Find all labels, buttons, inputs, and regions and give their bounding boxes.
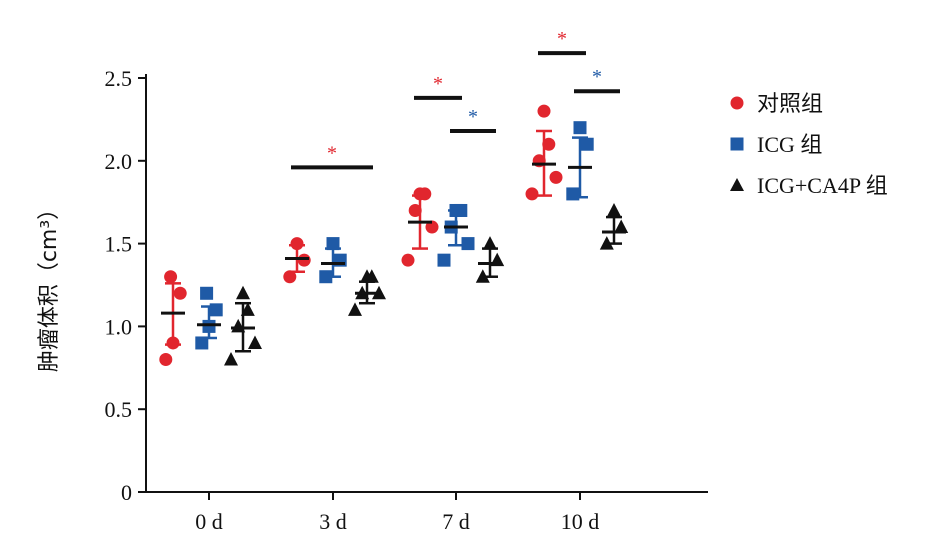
data-point <box>437 253 451 267</box>
group-triangle-3 <box>599 202 629 250</box>
data-point <box>425 220 439 234</box>
y-tick-label: 2.5 <box>105 66 133 91</box>
data-point <box>236 285 250 300</box>
data-point <box>401 253 415 267</box>
legend-label: ICG+CA4P 组 <box>757 173 888 198</box>
data-point <box>449 203 463 217</box>
y-tick-label: 0 <box>121 480 132 505</box>
group-square-0 <box>195 286 223 350</box>
legend-item: ICG+CA4P 组 <box>730 173 888 198</box>
data-point <box>209 303 223 317</box>
legend-marker <box>730 96 744 110</box>
data-point <box>408 203 422 217</box>
data-point <box>537 104 551 118</box>
data-point <box>599 236 614 250</box>
data-point <box>297 253 311 267</box>
data-marks <box>159 104 629 367</box>
legend-label: 对照组 <box>757 91 823 116</box>
data-point <box>224 352 238 366</box>
legend: 对照组 ICG 组 ICG+CA4P 组 <box>730 91 888 198</box>
group-circle-2 <box>401 187 439 267</box>
group-circle-1 <box>283 237 311 284</box>
data-point <box>525 187 539 201</box>
axes: 0 0.5 1.0 1.5 2.0 2.5 0 d 3 d 7 d 10 d 肿瘤体积（cm³） <box>37 66 708 534</box>
data-point <box>573 121 587 135</box>
legend-marker <box>730 137 744 151</box>
data-point <box>326 237 340 251</box>
y-axis-title: 肿瘤体积（cm³） <box>37 198 62 372</box>
y-tick-label: 0.5 <box>105 397 133 422</box>
significance-star: * <box>433 73 443 95</box>
group-triangle-1 <box>348 269 386 316</box>
legend-item: ICG 组 <box>730 132 822 157</box>
data-point <box>202 319 216 333</box>
x-tick-label: 10 d <box>561 509 600 534</box>
data-point <box>290 237 304 251</box>
x-tick-label: 0 d <box>195 509 223 534</box>
y-tick-label: 1.5 <box>105 232 133 257</box>
group-square-2 <box>437 203 475 267</box>
group-square-3 <box>566 121 594 201</box>
data-point <box>607 202 621 217</box>
group-triangle-2 <box>475 236 505 283</box>
y-tick-label: 2.0 <box>105 149 133 174</box>
legend-marker <box>730 178 744 191</box>
group-triangle-0 <box>224 285 262 366</box>
data-point <box>173 286 187 300</box>
data-point <box>195 336 209 350</box>
data-point <box>248 335 262 349</box>
data-point <box>413 187 427 201</box>
significance-star: * <box>557 28 567 50</box>
data-point <box>200 286 214 300</box>
group-circle-3 <box>525 104 563 201</box>
significance-star: * <box>468 106 478 128</box>
data-point <box>580 137 594 151</box>
data-point <box>348 302 362 316</box>
data-point <box>614 219 629 234</box>
group-square-1 <box>319 237 347 284</box>
group-circle-0 <box>159 270 187 367</box>
data-point <box>475 269 490 283</box>
significance-star: * <box>327 142 337 164</box>
data-point <box>483 236 497 250</box>
data-point <box>360 269 374 283</box>
significance-star: * <box>592 66 602 88</box>
legend-label: ICG 组 <box>757 132 822 157</box>
x-tick-label: 3 d <box>319 509 347 534</box>
data-point <box>542 137 556 151</box>
data-point <box>159 353 173 367</box>
data-point <box>240 302 255 316</box>
data-point <box>166 336 180 350</box>
legend-item: 对照组 <box>730 91 823 116</box>
data-point <box>566 187 580 201</box>
data-point <box>164 270 178 284</box>
significance-markers: * * * * * <box>291 28 620 170</box>
data-point <box>461 237 475 251</box>
data-point <box>319 270 333 284</box>
data-point <box>549 170 563 184</box>
data-point <box>283 270 297 284</box>
y-tick-label: 1.0 <box>105 314 133 339</box>
x-tick-label: 7 d <box>442 509 470 534</box>
